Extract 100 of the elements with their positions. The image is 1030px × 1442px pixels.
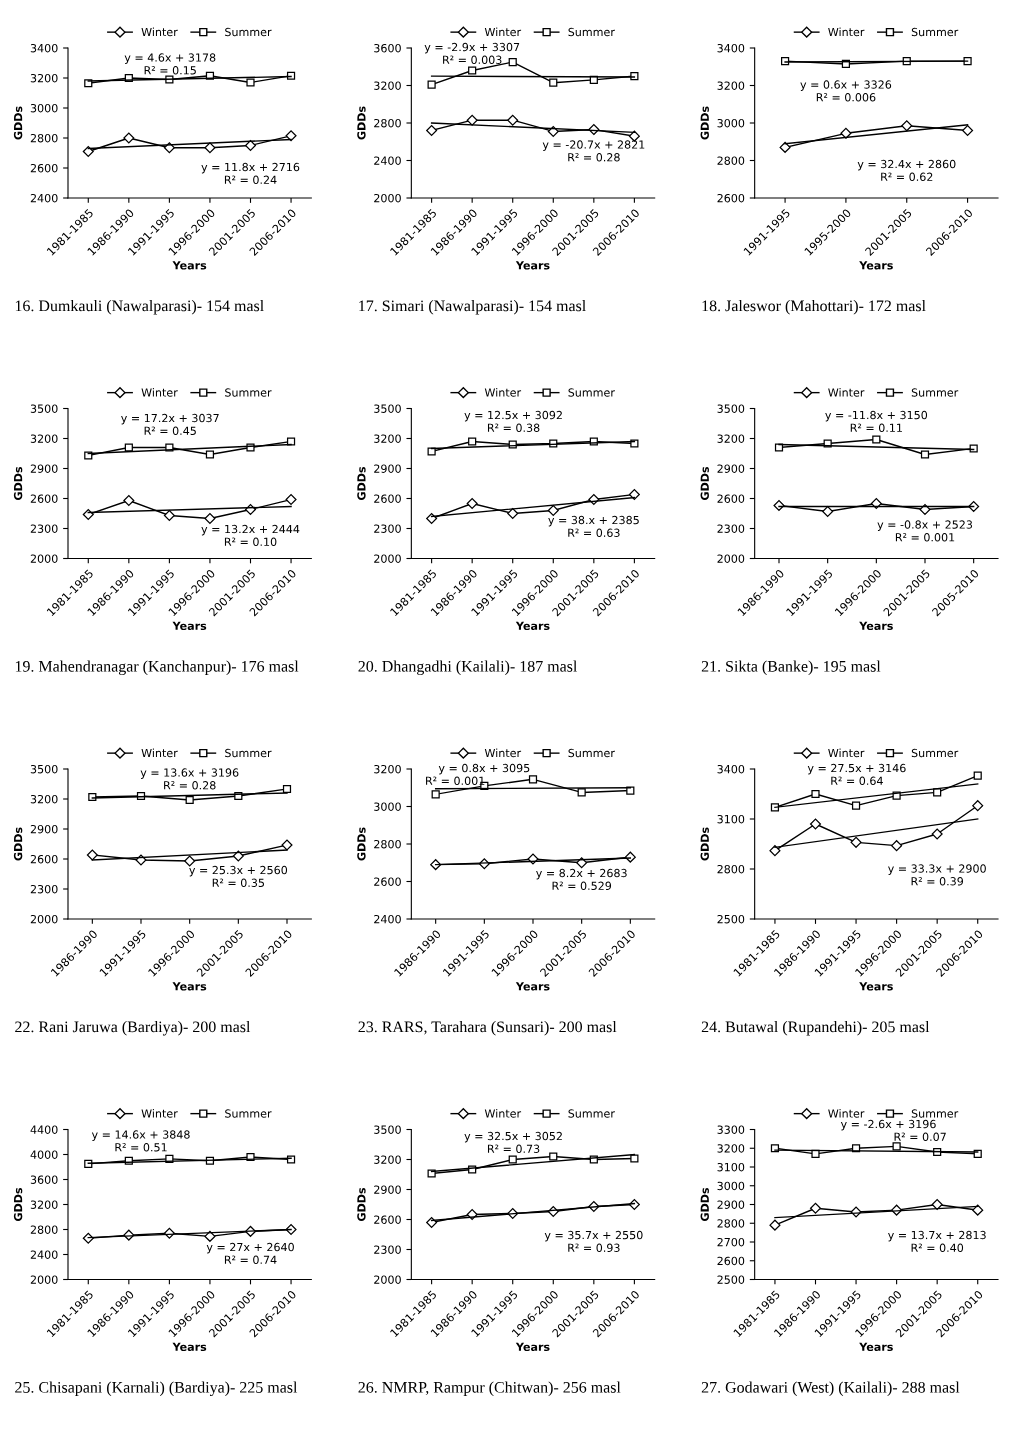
x-axis-title: Years bbox=[515, 261, 550, 270]
y-tick-label: 3400 bbox=[717, 764, 745, 774]
annotation: R² = 0.35 bbox=[212, 878, 265, 887]
x-axis-title: Years bbox=[515, 621, 550, 631]
y-tick-label: 2900 bbox=[374, 1185, 401, 1194]
y-tick-label: 3200 bbox=[30, 794, 58, 804]
y-tick-label: 3300 bbox=[717, 1125, 745, 1134]
y-tick-label: 2800 bbox=[374, 839, 401, 849]
y-tick-label: 2800 bbox=[374, 118, 401, 128]
annotation: R² = 0.38 bbox=[487, 423, 540, 432]
annotation: R² = 0.40 bbox=[911, 1243, 964, 1252]
annotation: R² = 0.93 bbox=[568, 1243, 620, 1252]
annotation: y = 17.2x + 3037 bbox=[121, 413, 219, 425]
y-tick-label: 3200 bbox=[374, 434, 401, 443]
y-tick-label: 2600 bbox=[717, 494, 745, 503]
annotation: y = -2.6x + 3196 bbox=[840, 1119, 936, 1131]
annotation: R² = 0.64 bbox=[831, 776, 883, 785]
y-tick-label: 2300 bbox=[30, 884, 58, 894]
y-tick-label: 2700 bbox=[717, 1237, 745, 1247]
legend-label: Summer bbox=[225, 27, 272, 37]
annotation: y = -2.9x + 3307 bbox=[424, 42, 520, 54]
y-tick-label: 2600 bbox=[717, 193, 745, 203]
text: 19. Mahendranagar (Kanchanpur)- 176 masl bbox=[15, 660, 299, 676]
y-tick-label: 2800 bbox=[717, 864, 745, 874]
y-tick-label: 3200 bbox=[717, 434, 745, 443]
y-tick-label: 2600 bbox=[30, 163, 58, 173]
text: 24. Butawal (Rupandehi)- 205 masl bbox=[701, 1021, 930, 1036]
y-tick-label: 2000 bbox=[374, 1275, 401, 1284]
y-tick-label: 2400 bbox=[374, 156, 401, 165]
annotation: y = -11.8x + 3150 bbox=[825, 410, 928, 422]
legend-label: Winter bbox=[484, 27, 522, 37]
annotation: y = 38.x + 2385 bbox=[548, 515, 639, 527]
y-axis-title: GDDs bbox=[357, 106, 366, 140]
legend-label: Winter bbox=[484, 388, 522, 397]
annotation: R² = 0.001 bbox=[426, 776, 485, 785]
legend-label: Summer bbox=[911, 748, 959, 758]
legend-label: Summer bbox=[225, 1109, 272, 1118]
text: 18. Jaleswor (Mahottari)- 172 masl bbox=[702, 300, 926, 315]
legend-label: Summer bbox=[911, 1109, 959, 1118]
text: 27. Godawari (West) (Kailali)- 288 masl bbox=[701, 1381, 960, 1396]
annotation: R² = 0.006 bbox=[816, 93, 876, 102]
legend-label: Summer bbox=[568, 1109, 615, 1118]
y-tick-label: 2900 bbox=[30, 824, 58, 834]
y-tick-label: 3000 bbox=[717, 1181, 745, 1191]
legend-label: Summer bbox=[911, 27, 959, 37]
y-tick-label: 2000 bbox=[374, 193, 401, 203]
y-tick-label: 2000 bbox=[717, 554, 745, 563]
y-tick-label: 3500 bbox=[717, 404, 745, 413]
annotation: R² = 0.28 bbox=[568, 153, 620, 162]
y-tick-label: 2000 bbox=[30, 1275, 58, 1284]
y-tick-label: 2600 bbox=[374, 877, 401, 886]
y-tick-label: 3100 bbox=[717, 814, 745, 824]
x-axis-title: Years bbox=[859, 621, 893, 631]
annotation: y = 32.4x + 2860 bbox=[857, 159, 956, 171]
legend-label: Summer bbox=[568, 388, 615, 397]
text: 26. NMRP, Rampur (Chitwan)- 256 masl bbox=[358, 1381, 621, 1396]
annotation: y = -20.7x + 2821 bbox=[542, 140, 645, 151]
legend-label: Winter bbox=[828, 388, 865, 397]
y-tick-label: 3600 bbox=[30, 1175, 58, 1184]
y-tick-label: 2600 bbox=[374, 494, 401, 503]
legend-label: Winter bbox=[141, 748, 178, 758]
y-tick-label: 3200 bbox=[30, 1200, 58, 1209]
y-tick-label: 3600 bbox=[374, 43, 401, 53]
y-tick-label: 3400 bbox=[30, 43, 58, 53]
y-tick-label: 2400 bbox=[30, 193, 58, 203]
y-tick-label: 3200 bbox=[30, 434, 58, 443]
annotation: R² = 0.39 bbox=[911, 877, 964, 886]
annotation: R² = 0.45 bbox=[144, 426, 196, 435]
y-axis-title: GDDs bbox=[357, 827, 366, 861]
y-tick-label: 3000 bbox=[30, 103, 58, 113]
annotation: R² = 0.529 bbox=[552, 881, 612, 890]
annotation: y = 11.8x + 2716 bbox=[201, 162, 300, 174]
y-axis-title: GDDs bbox=[700, 466, 709, 501]
legend-label: Winter bbox=[141, 27, 178, 37]
y-tick-label: 2300 bbox=[374, 524, 401, 533]
annotation: R² = 0.73 bbox=[487, 1144, 540, 1153]
y-axis-title: GDDs bbox=[700, 106, 709, 140]
y-tick-label: 3200 bbox=[374, 81, 401, 90]
y-axis-title: GDDs bbox=[13, 827, 23, 861]
y-tick-label: 2900 bbox=[374, 464, 401, 473]
annotation: y = 27x + 2640 bbox=[206, 1242, 294, 1254]
y-tick-label: 4000 bbox=[30, 1150, 58, 1159]
y-axis-title: GDDs bbox=[357, 1187, 366, 1222]
annotation: y = 33.3x + 2900 bbox=[888, 864, 986, 875]
annotation: y = 8.2x + 2683 bbox=[536, 868, 627, 880]
y-tick-label: 2800 bbox=[30, 133, 58, 143]
y-tick-label: 2500 bbox=[717, 1275, 745, 1284]
y-tick-label: 3500 bbox=[374, 404, 401, 413]
annotation: R² = 0.001 bbox=[895, 533, 955, 542]
y-tick-label: 3500 bbox=[374, 1125, 401, 1134]
text: 16. Dumkauli (Nawalparasi)- 154 masl bbox=[15, 300, 264, 315]
annotation: R² = 0.51 bbox=[115, 1143, 167, 1152]
legend-label: Winter bbox=[484, 1109, 522, 1118]
annotation: y = 14.6x + 3848 bbox=[91, 1130, 190, 1141]
x-axis-title: Years bbox=[172, 261, 207, 270]
annotation: y = 32.5x + 3052 bbox=[464, 1131, 562, 1143]
y-tick-label: 2800 bbox=[30, 1225, 58, 1234]
annotation: y = 13.6x + 3196 bbox=[140, 768, 239, 779]
y-tick-label: 3100 bbox=[717, 1162, 745, 1172]
annotation: R² = 0.07 bbox=[894, 1132, 946, 1141]
